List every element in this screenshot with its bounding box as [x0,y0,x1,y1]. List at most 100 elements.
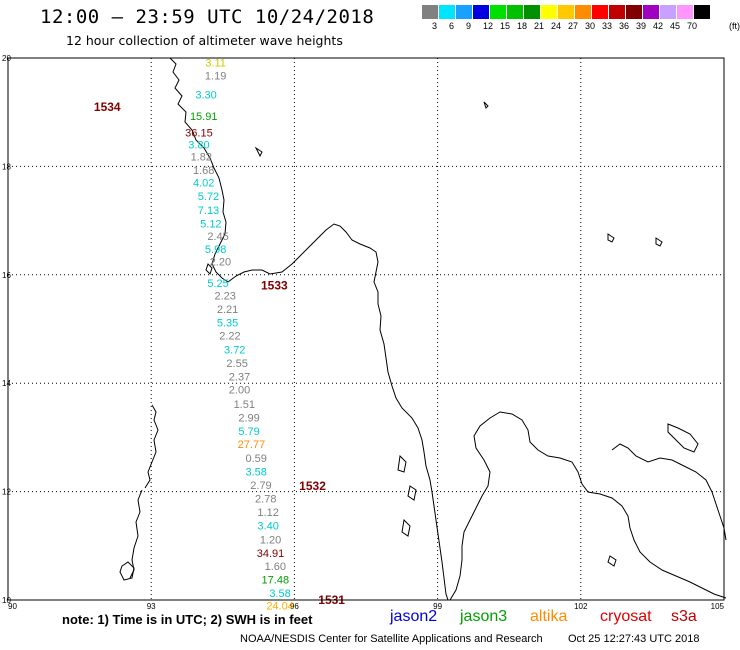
legend-swatch-label: 12 [483,21,494,31]
wave-height-value: 3.72 [224,345,245,357]
lat-tick-label: 20 [2,54,11,63]
wave-height-value: 5.72 [198,191,219,203]
legend-swatch-label: 33 [602,21,613,31]
legend-swatch: 45 [660,5,680,31]
wave-height-labels: 3.111.193.3015.9136.153.801.821.684.025.… [185,57,294,612]
legend-swatch-label: 27 [568,21,579,31]
wave-height-value: 2.22 [219,331,240,343]
lon-tick-label: 93 [147,602,156,611]
lon-tick-label: 90 [8,602,17,611]
wave-height-value: 4.02 [193,178,214,190]
wave-height-value: 5.79 [238,426,259,438]
legend-swatch-label: 39 [636,21,647,31]
lat-tick-label: 16 [2,271,11,280]
legend-swatch: 39 [626,5,646,31]
legend-swatch-label: 6 [449,21,455,31]
lon-tick-label: 102 [574,602,588,611]
lon-tick-label: 105 [711,602,725,611]
lon-tick-label: 99 [433,602,442,611]
wave-height-value: 0.59 [246,453,267,465]
legend-swatch: 24 [541,5,561,31]
legend-swatch: 36 [609,5,629,31]
legend-swatch: 3 [422,5,439,31]
satellite-s3a: s3a [671,608,697,625]
pass-number-label: 1532 [299,479,326,493]
legend-swatch-label: 36 [619,21,630,31]
wave-height-value: 3.58 [246,467,267,479]
wave-height-value: 1.68 [193,165,214,177]
legend-swatch-label: 18 [517,21,528,31]
wave-height-value: 17.48 [262,574,290,586]
coastlines [119,57,727,601]
wave-height-value: 5.98 [205,244,226,256]
wave-height-value: 3.30 [195,89,216,101]
lat-tick-label: 18 [2,162,11,171]
legend-units: (ft) [729,21,740,31]
satellite-cryosat: cryosat [600,608,652,625]
legend-swatch: 6 [439,5,456,31]
wave-height-value: 24.04 [266,600,294,612]
wave-height-value: 2.45 [207,231,228,243]
island-little-andaman [119,561,135,581]
wave-height-value: 1.51 [234,399,255,411]
wave-height-value: 15.91 [190,111,218,123]
map-frame [7,57,725,601]
island-andaman-south [129,489,143,579]
island-mergui-2 [407,485,417,501]
satellite-jason3: jason3 [460,608,508,625]
island-3 [655,237,663,247]
credit-text: NOAA/NESDIS Center for Satellite Applica… [240,633,543,645]
wave-height-value: 2.23 [214,290,235,302]
wave-height-value: 2.79 [250,480,271,492]
legend-swatch: 33 [592,5,612,31]
legend-swatch: 15 [490,5,510,31]
legend-swatch-label: 9 [466,21,472,31]
legend-swatch: 21 [524,5,544,31]
legend-swatch-label: 30 [585,21,596,31]
legend-swatch: 12 [473,5,493,31]
wave-height-value: 2.99 [238,412,259,424]
island-preparis [254,146,263,158]
legend-swatch: 30 [575,5,595,31]
wave-height-value: 2.21 [217,304,238,316]
wave-height-value: 36.15 [185,127,213,139]
note-text: note: 1) Time is in UTC; 2) SWH is in fe… [62,612,313,627]
wave-height-value: 27.77 [238,439,266,451]
wave-height-value: 5.25 [207,278,228,290]
satellite-altika: altika [530,608,568,625]
lat-tick-labels: 20 18 16 14 12 10 [2,54,11,605]
legend-swatch-label: 24 [551,21,562,31]
coastline-gulf-of-thailand [449,411,727,601]
legend-swatch-label: 70 [687,21,698,31]
legend-swatch: 42 [643,5,663,31]
lon-tick-labels: 90 93 96 99 102 105 [8,602,725,611]
legend-swatch-label: 21 [534,21,545,31]
lat-tick-label: 12 [2,488,11,497]
wave-height-value: 5.12 [200,218,221,230]
timestamp-text: Oct 25 12:27:43 UTC 2018 [568,633,700,645]
island-1 [483,101,489,109]
color-legend: 3 6 9 12 15 18 21 24 27 30 33 36 39 42 45 70 [422,5,710,31]
wave-height-value: 1.12 [257,507,278,519]
pass-number-label: 1534 [94,100,121,114]
wave-height-value: 2.55 [226,358,247,370]
wave-height-value: 3.58 [269,588,290,600]
wave-height-value: 3.11 [205,57,226,69]
legend-swatch-label: 42 [653,21,664,31]
lat-tick-label: 14 [2,379,11,388]
wave-height-value: 1.20 [260,534,281,546]
legend-swatch: 70 [677,5,697,31]
lat-tick-label: 10 [2,596,11,605]
wave-height-value: 7.13 [198,205,219,217]
legend-swatch-label: 45 [670,21,681,31]
island-4 [607,555,617,567]
island-andaman-north [144,404,159,489]
wave-height-value: 1.19 [205,70,226,82]
legend-swatch: 9 [456,5,473,31]
island-phu-quoc [667,423,699,453]
wave-height-value: 2.20 [210,256,231,268]
satellite-jason2: jason2 [390,608,438,625]
island-mergui-1 [397,454,407,473]
